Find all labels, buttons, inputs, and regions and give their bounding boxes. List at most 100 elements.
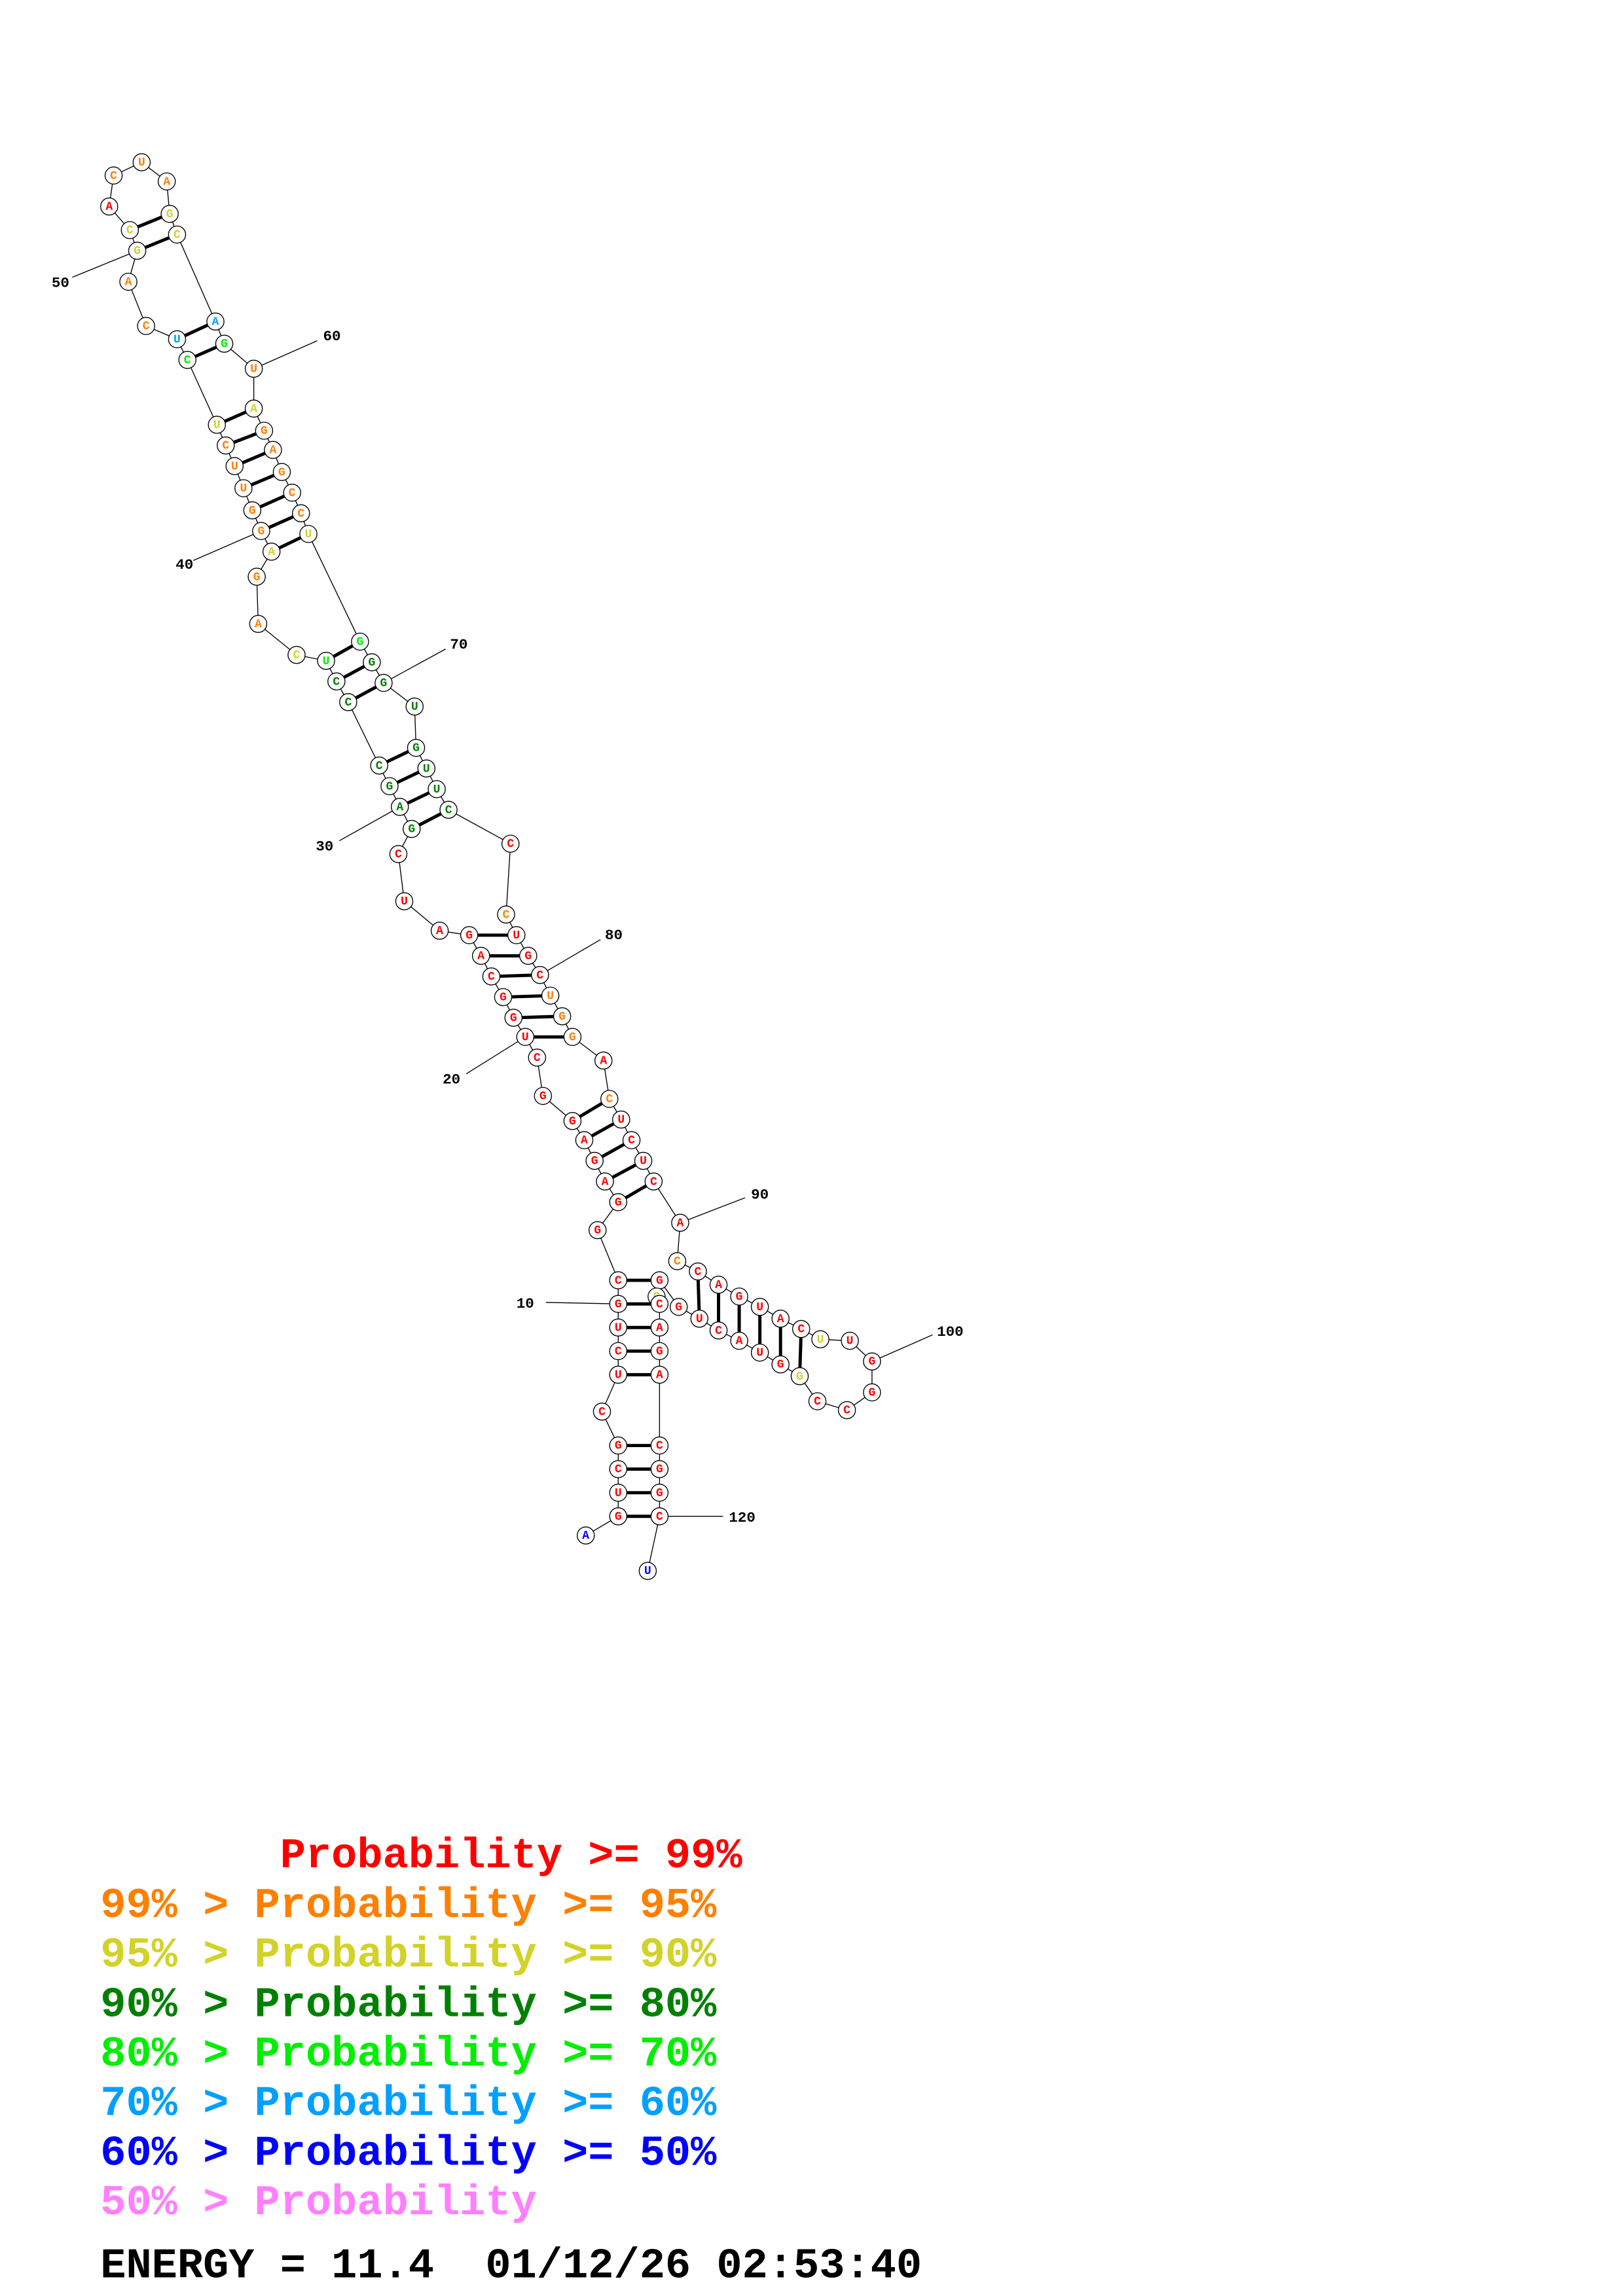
nucleotide-circle [460, 926, 479, 944]
nucleotide: C [137, 317, 155, 335]
nucleotide-circle [609, 1483, 628, 1502]
nucleotide-base: U [513, 929, 520, 942]
nucleotide-base: C [143, 320, 150, 333]
nucleotide-circle [272, 463, 291, 481]
nucleotide: G [243, 501, 262, 520]
nucleotide: U [132, 153, 151, 171]
nucleotide-base: G [868, 1387, 875, 1400]
nucleotide-base: C [507, 838, 514, 851]
nucleotide: G [588, 1221, 607, 1240]
label-leader [871, 1334, 933, 1362]
nucleotide-base: G [249, 505, 256, 518]
nucleotide: C [168, 225, 187, 244]
nucleotide-base: U [640, 1155, 647, 1168]
nucleotide-circle [428, 780, 446, 798]
nucleotide: U [634, 1151, 653, 1170]
nucleotide-base: A [212, 315, 219, 329]
nucleotide-circle [585, 1151, 604, 1170]
nucleotide-circle [501, 834, 520, 853]
nucleotide-base: G [569, 1031, 576, 1044]
nucleotide-base: A [396, 801, 403, 814]
nucleotide-base: G [369, 656, 376, 670]
nucleotide-base: C [814, 1395, 821, 1408]
nucleotide-base: G [134, 245, 141, 258]
nucleotide: C [178, 351, 196, 369]
nucleotide-circle [609, 1460, 628, 1479]
nucleotide: U [417, 759, 436, 778]
nucleotide: U [225, 457, 244, 475]
nucleotide-circle [317, 651, 335, 670]
nucleotide-circle [841, 1331, 859, 1350]
nucleotide: U [208, 416, 227, 434]
nucleotide-base: G [736, 1291, 743, 1304]
nucleotide-base: C [628, 1134, 635, 1147]
nucleotide-circle [563, 1028, 582, 1047]
backbone-link [348, 702, 380, 766]
nucleotide-base: G [615, 1511, 622, 1524]
nucleotide-circle [837, 1401, 856, 1420]
nucleotide-circle [609, 1295, 628, 1313]
nucleotide-circle [430, 922, 449, 940]
nucleotide-circle [609, 1193, 628, 1211]
nucleotide-base: C [615, 1463, 622, 1477]
nucleotide: G [609, 1507, 628, 1526]
nucleotide-base: G [539, 1090, 547, 1103]
nucleotide-circle [390, 797, 409, 816]
nucleotide-base: C [598, 1406, 606, 1419]
nucleotide-base: C [445, 804, 452, 817]
nucleotide: C [528, 1049, 547, 1067]
nucleotide: A [596, 1172, 614, 1191]
nucleotide-base: A [581, 1134, 588, 1147]
nucleotide-base: C [293, 649, 301, 662]
nucleotide-base: C [488, 971, 495, 984]
nucleotide-circle [160, 205, 179, 223]
nucleotide-base: C [184, 354, 191, 367]
nucleotide: U [507, 926, 526, 944]
label-leader [465, 1036, 526, 1075]
nucleotide-base: C [797, 1323, 805, 1336]
nucleotide-circle [638, 1562, 657, 1580]
nucleotide-circle [528, 1049, 547, 1067]
nucleotide-circle [650, 1342, 669, 1361]
nucleotide-base: U [213, 419, 221, 432]
backbone-link [187, 359, 217, 425]
nucleotide: A [157, 172, 176, 190]
nucleotide: A [264, 440, 282, 459]
nucleotide: U [750, 1297, 769, 1316]
nucleotide-base: A [777, 1313, 784, 1326]
nucleotide-circle [644, 1172, 663, 1191]
nucleotide: A [430, 922, 449, 940]
nucleotide-base: G [356, 636, 363, 649]
legend-entry: 99% > Probability >= 95% [100, 1882, 717, 1930]
nucleotide: G [494, 988, 513, 1007]
nucleotide-circle [594, 1051, 613, 1070]
nucleotide-base: A [602, 1175, 609, 1189]
nucleotide-base: A [125, 276, 132, 289]
nucleotide: A [650, 1365, 669, 1384]
nucleotide-circle [534, 1086, 553, 1105]
nucleotide-circle [264, 440, 282, 459]
nucleotide-circle [327, 672, 346, 691]
nucleotide-base: G [257, 525, 264, 538]
nucleotide-base: G [656, 1487, 663, 1500]
nucleotide-base: G [221, 338, 228, 351]
nucleotide: G [272, 463, 291, 481]
backbone-link [505, 844, 511, 915]
nucleotide: G [730, 1287, 748, 1306]
nucleotide-circle [650, 1365, 669, 1384]
nucleotide-base: C [650, 1175, 657, 1189]
nucleotide-base: U [138, 156, 145, 170]
nucleotide: C [644, 1172, 663, 1191]
backbone-link [597, 1230, 619, 1281]
nucleotide-base: U [547, 990, 554, 1003]
position-label: 100 [937, 1323, 964, 1340]
nucleotide: U [609, 1365, 628, 1384]
nucleotide: G [403, 819, 421, 838]
position-label: 70 [450, 636, 467, 653]
nucleotide-circle [132, 153, 151, 171]
nucleotide: A [771, 1309, 790, 1328]
nucleotide-circle [120, 221, 139, 240]
nucleotide-base: U [644, 1565, 651, 1578]
nucleotide: G [128, 242, 147, 260]
nucleotide: A [390, 797, 409, 816]
